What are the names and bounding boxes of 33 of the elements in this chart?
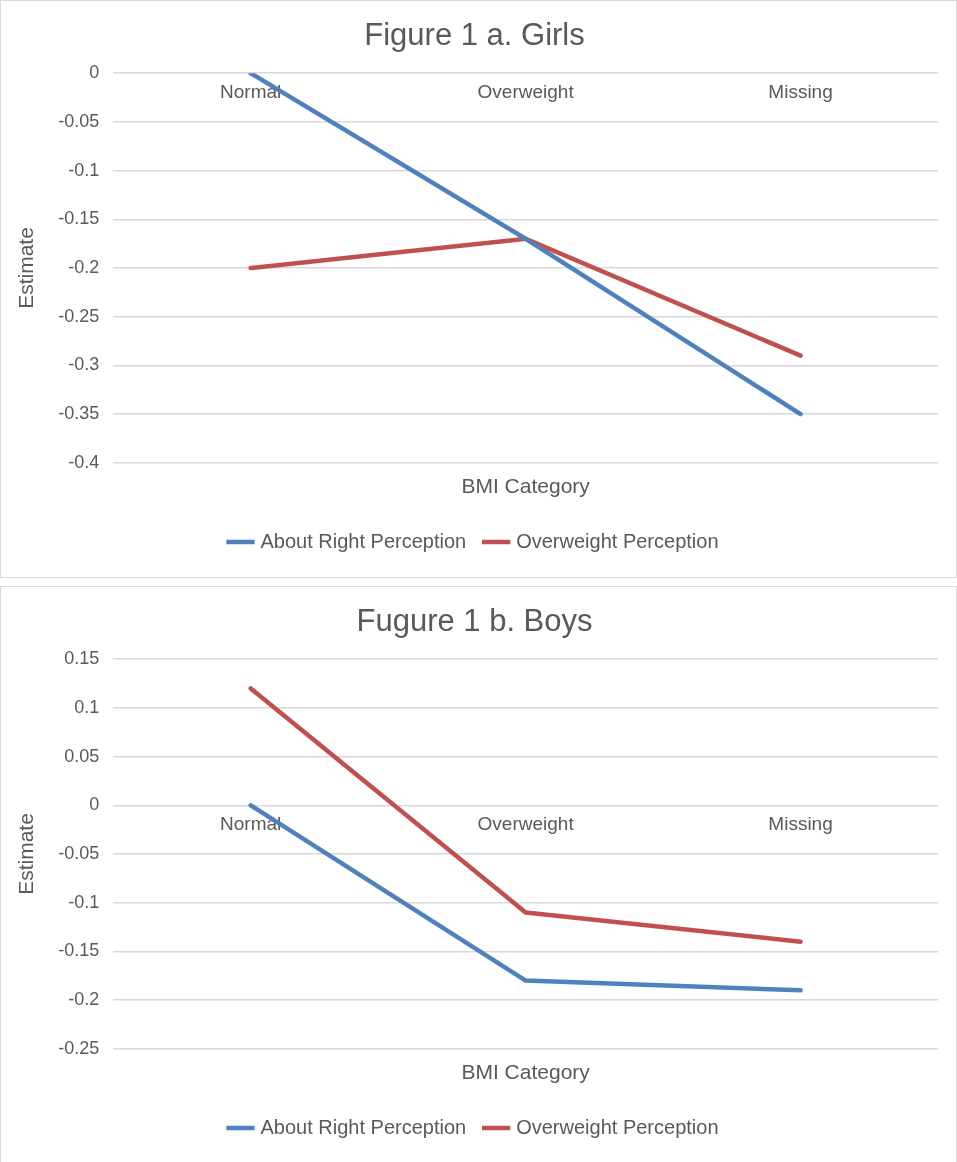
y-tick-label: -0.25: [58, 305, 100, 326]
y-tick-label: -0.15: [58, 940, 100, 961]
x-tick-label: Overweight: [477, 80, 575, 102]
y-tick-label: -0.15: [58, 208, 100, 229]
y-tick-label: -0.05: [58, 842, 100, 863]
chart-title: Fugure 1 b. Boys: [356, 603, 593, 639]
y-tick-label: -0.05: [58, 110, 100, 131]
y-tick-label: -0.4: [68, 451, 100, 472]
y-tick-label: -0.3: [68, 354, 100, 375]
y-tick-label: 0.05: [64, 745, 100, 766]
legend-label: Overweight Perception: [516, 1115, 719, 1138]
y-axis-title: Estimate: [14, 227, 38, 309]
legend-label: Overweight Perception: [516, 529, 719, 552]
y-tick-label: 0.15: [64, 648, 100, 669]
y-tick-label: -0.25: [58, 1037, 100, 1058]
y-tick-label: 0.1: [74, 696, 100, 717]
y-tick-label: -0.1: [68, 159, 100, 180]
x-tick-label: Missing: [768, 80, 833, 102]
chart-title: Figure 1 a. Girls: [364, 17, 585, 53]
x-tick-label: Overweight: [477, 812, 575, 834]
y-tick-label: 0: [89, 62, 100, 83]
x-axis-title: BMI Category: [461, 474, 591, 498]
x-tick-label: Missing: [768, 812, 833, 834]
y-axis-title: Estimate: [14, 813, 38, 895]
y-tick-label: 0: [89, 794, 100, 815]
y-tick-label: -0.35: [58, 403, 100, 424]
legend-label: About Right Perception: [260, 1115, 467, 1138]
y-tick-label: -0.2: [68, 989, 100, 1010]
y-tick-label: -0.1: [68, 891, 100, 912]
x-axis-title: BMI Category: [461, 1060, 591, 1084]
y-tick-label: -0.2: [68, 256, 100, 277]
x-tick-label: Normal: [220, 80, 282, 102]
legend-label: About Right Perception: [260, 529, 467, 552]
